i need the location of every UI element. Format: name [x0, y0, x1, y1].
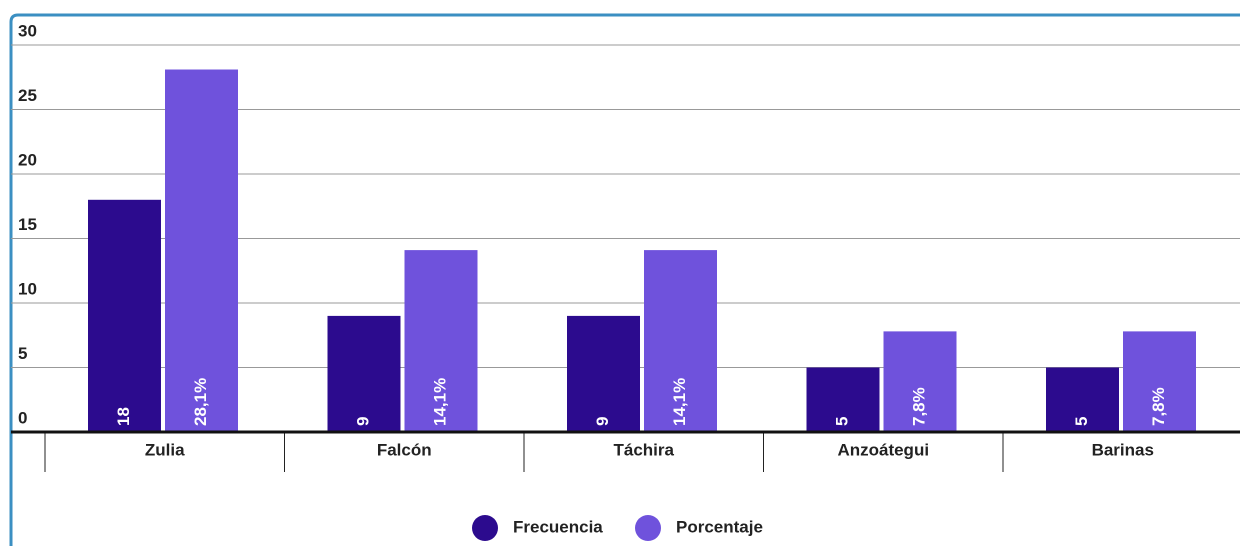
bar-label: 9	[353, 417, 372, 426]
y-tick-label: 15	[18, 215, 37, 234]
bar	[165, 69, 238, 432]
legend-label: Frecuencia	[513, 517, 603, 536]
bar-label: 18	[114, 407, 133, 426]
x-tick-label: Falcón	[377, 440, 432, 459]
y-tick-label: 25	[18, 86, 37, 105]
bar	[883, 331, 957, 432]
x-tick-label: Anzoátegui	[837, 440, 929, 459]
bar	[88, 199, 161, 432]
bar	[1123, 331, 1196, 432]
y-tick-label: 0	[18, 408, 27, 427]
y-tick-label: 10	[18, 279, 37, 298]
y-tick-label: 5	[18, 344, 27, 363]
bar	[567, 315, 640, 432]
legend-swatch	[472, 515, 498, 541]
bar	[806, 367, 880, 432]
y-tick-label: 30	[18, 21, 37, 40]
bar-label: 14,1%	[670, 378, 689, 426]
frame	[9, 13, 1240, 546]
bar-label: 9	[593, 417, 612, 426]
bar	[404, 250, 478, 432]
y-tick-label: 20	[18, 150, 37, 169]
bar	[1046, 367, 1119, 432]
bar	[644, 250, 717, 432]
x-tick-label: Barinas	[1092, 440, 1154, 459]
legend-swatch	[635, 515, 661, 541]
x-tick-label: Zulia	[145, 440, 185, 459]
bar	[327, 315, 401, 432]
x-tick-label: Táchira	[614, 440, 675, 459]
bar-label: 5	[832, 417, 851, 426]
bar-label: 28,1%	[191, 378, 210, 426]
bar-label: 5	[1072, 417, 1091, 426]
bar-label: 7,8%	[909, 387, 928, 426]
bar-label: 7,8%	[1149, 387, 1168, 426]
legend-label: Porcentaje	[676, 517, 763, 536]
bar-label: 14,1%	[430, 378, 449, 426]
